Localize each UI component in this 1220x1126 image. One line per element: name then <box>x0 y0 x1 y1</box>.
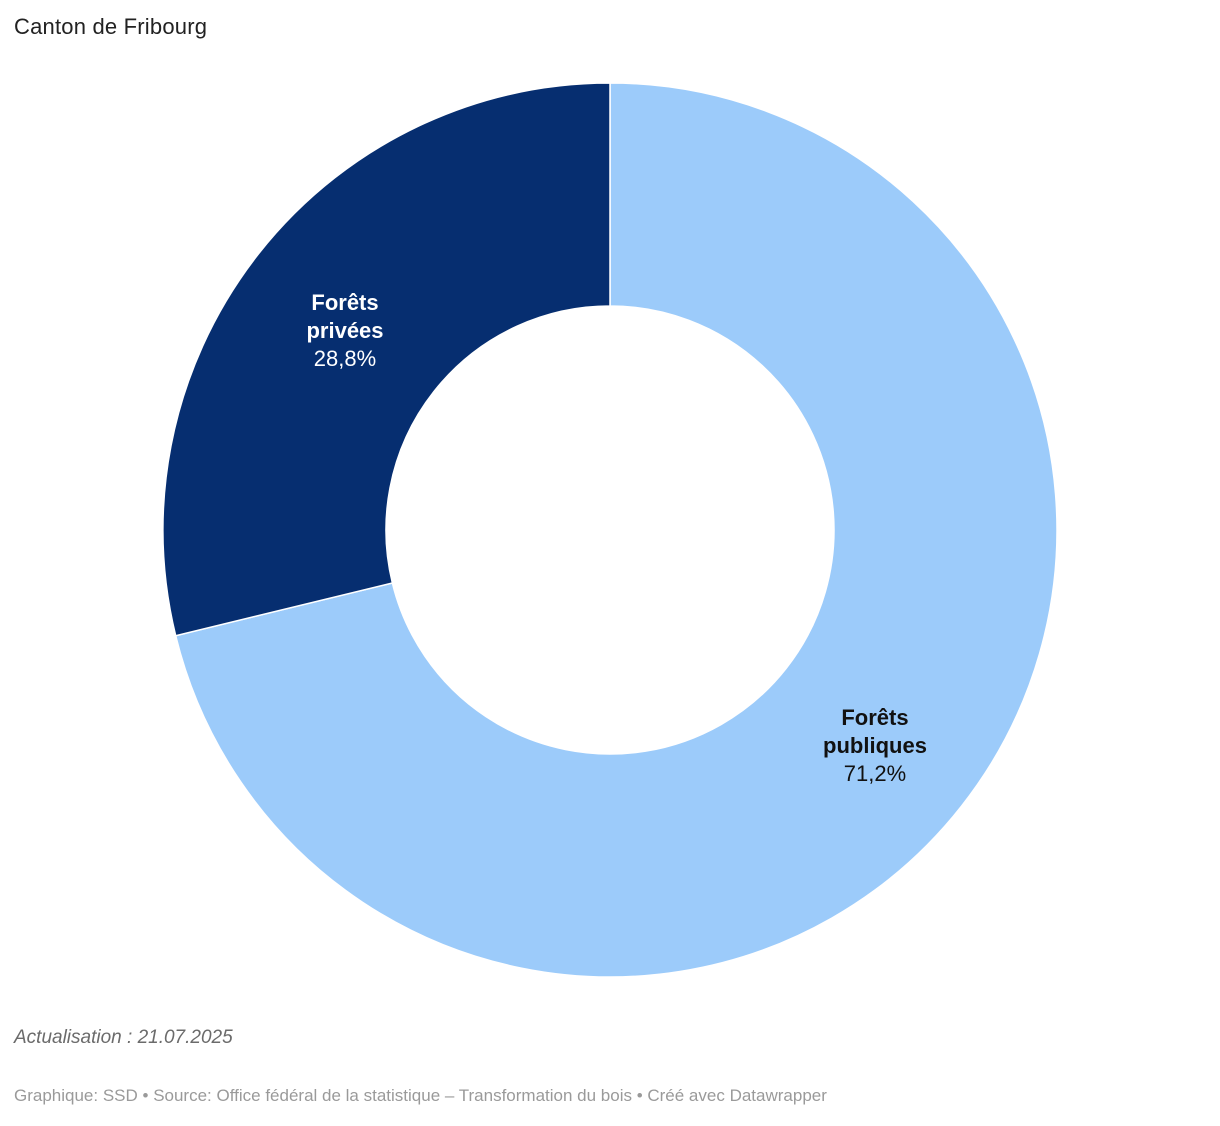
update-note: Actualisation : 21.07.2025 <box>14 1027 233 1048</box>
chart-title: Canton de Fribourg <box>14 14 208 39</box>
donut-slice-for-ts-publiques <box>174 82 1058 978</box>
donut-slice-for-ts-priv-es <box>162 82 611 637</box>
attribution-line: Graphique: SSD • Source: Office fédéral … <box>14 1086 827 1105</box>
